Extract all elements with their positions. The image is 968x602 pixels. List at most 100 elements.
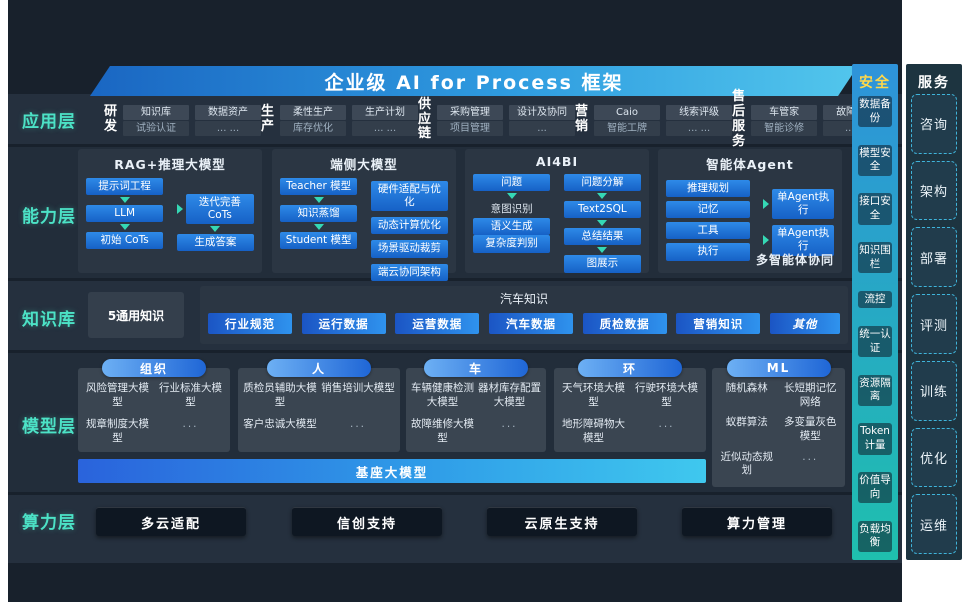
capability-item: 语义生成 bbox=[473, 218, 551, 236]
app-card-list: 柔性生产 库存优化 生产计划... ... bbox=[280, 104, 419, 136]
knowledge-pill: 运行数据 bbox=[301, 313, 386, 334]
service-item: 部署 bbox=[911, 227, 957, 288]
arrow-down-icon bbox=[210, 226, 221, 233]
app-group-name: 供应链 bbox=[418, 96, 432, 142]
model-group-pill: 环 bbox=[578, 359, 682, 377]
capability-left-column: 推理规划 记忆 工具 执行 bbox=[666, 178, 750, 263]
capability-item: 推理规划 bbox=[666, 180, 750, 198]
arrow-right-icon bbox=[763, 235, 770, 246]
capability-item-row: 初始 CoTs bbox=[86, 232, 164, 250]
model-cell: 故障维修大模型 bbox=[411, 418, 474, 444]
app-card: Caio 智能工牌 bbox=[594, 104, 661, 136]
capability-item-row: Teacher 模型 bbox=[280, 178, 358, 196]
model-group-pill: ML bbox=[726, 359, 831, 377]
capability-item: 初始 CoTs bbox=[86, 232, 164, 250]
security-item-list: 数据备份 模型安全 接口安全 知识围栏 流控 统一认证 资源隔离 Token计量 价值导向 负载均… bbox=[852, 94, 898, 554]
model-group-box: ML 随机森林 长短期记忆网络 蚁群算法 多变量灰色模型 近似动态规划... bbox=[712, 359, 845, 487]
services-header: 服务 bbox=[918, 75, 950, 91]
capability-item: 提示词工程 bbox=[86, 178, 164, 196]
model-cell: 长短期记忆网络 bbox=[784, 382, 837, 408]
capability-columns: 提示词工程 LLM 初始 CoTs 迭代完善CoTs 生成答案 bbox=[86, 178, 254, 252]
app-card-bottom: 智能诊修 bbox=[751, 120, 818, 136]
model-cell-grid: 天气环境大模型 行驶环境大模型 地形障碍物大模型... bbox=[558, 382, 702, 446]
security-column: 安全 数据备份 模型安全 接口安全 知识围栏 流控 统一认证 资源隔离 Token计量 价值导向… bbox=[852, 64, 898, 560]
app-group: 研发 知识库 试验认证 数据资产... ... bbox=[104, 104, 262, 136]
app-card-top: 设计及协同 bbox=[509, 104, 576, 120]
layer-label-knowledge: 知识库 bbox=[22, 310, 76, 330]
capability-item-row: 问题分解 bbox=[563, 174, 641, 192]
app-card-bottom: ... ... bbox=[195, 120, 262, 136]
capability-item-row: 语义生成 bbox=[473, 218, 551, 236]
model-cell: ... bbox=[349, 418, 366, 431]
arrow-right-icon bbox=[763, 199, 770, 210]
arrow-down-icon bbox=[119, 224, 130, 231]
app-card-list: 知识库 试验认证 数据资产... ... bbox=[123, 104, 262, 136]
capability-right-column: 迭代完善CoTs 生成答案 bbox=[176, 194, 254, 252]
app-card-list: Caio 智能工牌 线索评级... ... bbox=[594, 104, 733, 136]
security-item: 统一认证 bbox=[858, 325, 892, 358]
app-card-top: 采购管理 bbox=[437, 104, 504, 120]
capability-item: 硬件适配与优化 bbox=[370, 181, 448, 212]
capability-item: LLM bbox=[86, 205, 164, 223]
app-card: 生产计划... ... bbox=[352, 104, 419, 136]
capability-item-row: 记忆 bbox=[666, 201, 750, 219]
capability-item-row: 图展示 bbox=[563, 255, 641, 273]
capability-box-title: 智能体Agent bbox=[706, 157, 794, 172]
multi-agent-caption: 多智能体协同 bbox=[755, 253, 834, 267]
capability-item: 记忆 bbox=[666, 201, 750, 219]
capability-left-column: Teacher 模型 知识蒸馏 Student 模型 bbox=[280, 178, 358, 250]
services-column: 服务 咨询 架构 部署 评测 训练 优化 运维 bbox=[906, 64, 962, 560]
app-card-top: 生产计划 bbox=[352, 104, 419, 120]
model-cell: 地形障碍物大模型 bbox=[562, 418, 625, 444]
model-cell: ... bbox=[182, 418, 199, 431]
app-card-top: 柔性生产 bbox=[280, 104, 347, 120]
capability-box: 端侧大模型 Teacher 模型 知识蒸馏 Student 模型 硬件适配与优化 动态计算… bbox=[272, 149, 456, 281]
model-cell: 随机森林 bbox=[725, 382, 768, 394]
security-item: 知识围栏 bbox=[858, 242, 892, 274]
app-card-bottom: ... bbox=[509, 120, 576, 136]
capability-item-row: Text2SQL bbox=[563, 201, 641, 219]
capability-item-row: 意图识别 bbox=[473, 201, 550, 218]
knowledge-pill-list: 行业规范 运行数据 运营数据 汽车数据 质检数据 营销知识 其他 bbox=[208, 313, 840, 334]
compute-item: 多云适配 bbox=[96, 507, 246, 536]
general-knowledge-box: 5通用知识 bbox=[88, 292, 184, 338]
security-item: 资源隔离 bbox=[858, 374, 892, 406]
knowledge-pill: 运营数据 bbox=[395, 313, 480, 334]
model-cell: 天气环境大模型 bbox=[562, 382, 625, 408]
model-group-pill: 人 bbox=[267, 359, 371, 377]
capability-item: 图展示 bbox=[563, 255, 641, 273]
arrow-down-icon bbox=[597, 247, 608, 254]
security-item: 价值导向 bbox=[858, 471, 892, 504]
capability-item: 知识蒸馏 bbox=[280, 205, 358, 223]
app-card: 车管家 智能诊修 bbox=[751, 104, 818, 136]
app-card-bottom: 库存优化 bbox=[280, 120, 347, 136]
app-card-bottom: 项目管理 bbox=[437, 120, 504, 136]
compute-item: 信创支持 bbox=[292, 507, 442, 536]
capability-right-column: 硬件适配与优化 动态计算优化 场景驱动裁剪 端云协同架构 bbox=[370, 178, 448, 284]
app-card-top: 车管家 bbox=[751, 104, 818, 120]
capability-item-row: 工具 bbox=[666, 222, 750, 240]
model-cell: ... bbox=[658, 418, 675, 431]
capability-item: Teacher 模型 bbox=[280, 178, 358, 196]
model-group-box: 组织 风险管理大模型 行业标准大模型 规章制度大模型... bbox=[78, 359, 230, 452]
app-card: 数据资产... ... bbox=[195, 104, 262, 136]
capability-item-row: Student 模型 bbox=[280, 232, 358, 250]
capability-item: 问题分解 bbox=[563, 174, 641, 192]
framework-title-banner: 企业级 AI for Process 框架 bbox=[90, 66, 858, 96]
security-item: 接口安全 bbox=[858, 193, 892, 225]
service-item: 架构 bbox=[911, 160, 957, 221]
arrow-right-icon bbox=[176, 204, 183, 215]
capability-box-title: RAG+推理大模型 bbox=[114, 157, 226, 172]
capability-item-row: 推理规划 bbox=[666, 180, 750, 198]
model-cell-grid: 质检员辅助大模型 销售培训大模型 客户忠诚大模型... bbox=[242, 382, 396, 432]
capability-box-title: 端侧大模型 bbox=[330, 157, 398, 172]
capability-left-column: 提示词工程 LLM 初始 CoTs bbox=[86, 178, 164, 250]
capability-item: 复杂度判别 bbox=[473, 235, 551, 253]
knowledge-pill: 汽车数据 bbox=[488, 313, 573, 334]
model-cell-grid: 风险管理大模型 行业标准大模型 规章制度大模型... bbox=[82, 382, 226, 446]
layer-label-application: 应用层 bbox=[22, 112, 76, 132]
capability-box: RAG+推理大模型提示词工程 LLM 初始 CoTs 迭代完善CoTs 生成答案 bbox=[78, 149, 262, 273]
app-card-top: Caio bbox=[594, 104, 661, 120]
capability-item: Text2SQL bbox=[563, 201, 641, 219]
security-item: 数据备份 bbox=[858, 96, 892, 128]
